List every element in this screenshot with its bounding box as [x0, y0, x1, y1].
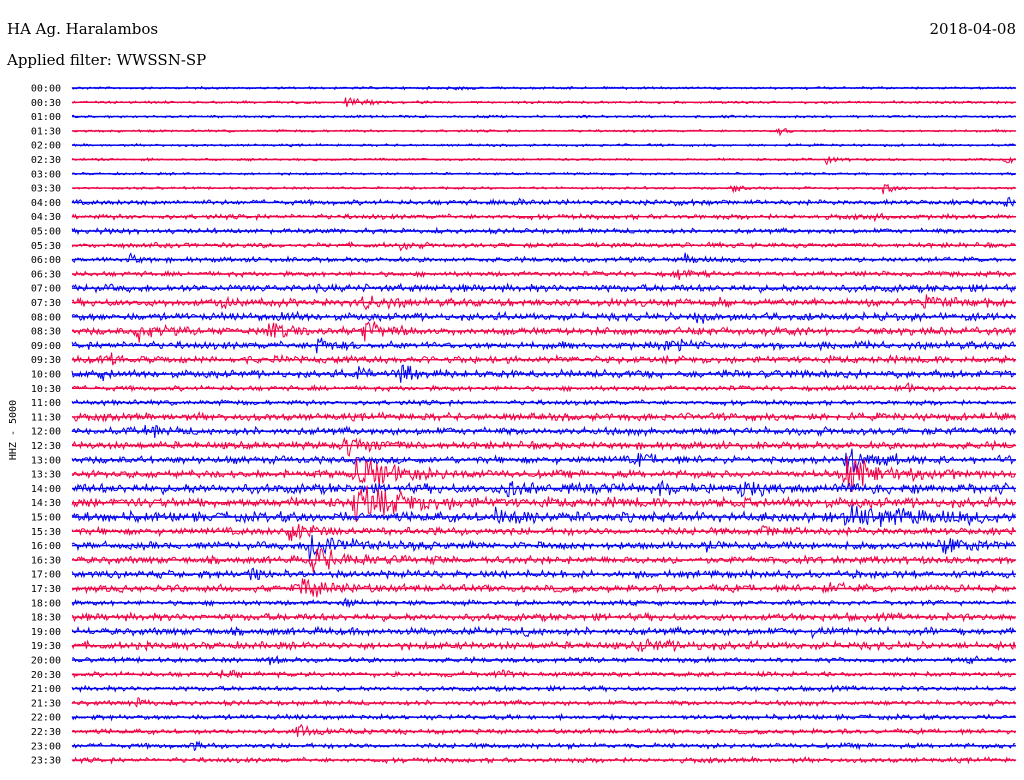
time-label: 03:30 — [31, 184, 61, 195]
time-label: 00:30 — [31, 98, 61, 109]
time-label: 17:00 — [31, 570, 61, 581]
time-label: 08:00 — [31, 312, 61, 323]
trace-line — [71, 485, 1016, 523]
trace-line — [71, 436, 1016, 457]
trace-line — [71, 625, 1016, 640]
time-label: 15:00 — [31, 513, 61, 524]
time-label: 18:30 — [31, 613, 61, 624]
time-label: 09:00 — [31, 341, 61, 352]
time-label: 10:30 — [31, 384, 61, 395]
trace-line — [71, 611, 1016, 623]
time-label: 13:30 — [31, 470, 61, 481]
time-label: 06:30 — [31, 269, 61, 280]
trace-line — [71, 337, 1016, 354]
record-date: 2018-04-08 — [929, 20, 1016, 38]
trace-line — [71, 156, 1016, 166]
channel-label: HHZ - 5000 — [8, 400, 19, 460]
time-label: 19:30 — [31, 641, 61, 652]
time-label: 17:30 — [31, 584, 61, 595]
time-label: 09:30 — [31, 355, 61, 366]
time-label: 14:00 — [31, 484, 61, 495]
trace-line — [71, 212, 1016, 223]
time-label: 04:30 — [31, 212, 61, 223]
time-label: 10:00 — [31, 370, 61, 381]
time-label: 22:00 — [31, 713, 61, 724]
time-label: 12:00 — [31, 427, 61, 438]
time-label: 16:30 — [31, 555, 61, 566]
trace-line — [71, 240, 1016, 252]
station-title: HA Ag. Haralambos — [7, 20, 159, 38]
time-label: 07:30 — [31, 298, 61, 309]
trace-line — [71, 252, 1016, 265]
time-label: 23:00 — [31, 741, 61, 752]
trace-line — [71, 183, 1016, 195]
time-label: 19:00 — [31, 627, 61, 638]
time-label: 01:00 — [31, 112, 61, 123]
time-label: 11:30 — [31, 412, 61, 423]
time-label: 21:00 — [31, 684, 61, 695]
filter-label: Applied filter: WWSSN-SP — [7, 51, 207, 69]
trace-line — [71, 382, 1016, 393]
trace-line — [71, 128, 1016, 137]
trace-line — [71, 696, 1016, 708]
trace-line — [71, 268, 1016, 280]
trace-line — [71, 310, 1016, 324]
trace-line — [71, 321, 1016, 343]
time-label: 23:30 — [31, 756, 61, 767]
time-label: 00:00 — [31, 84, 61, 95]
time-label: 01:30 — [31, 126, 61, 137]
time-label: 21:30 — [31, 698, 61, 709]
time-label: 04:00 — [31, 198, 61, 209]
time-label: 05:30 — [31, 241, 61, 252]
time-label: 06:00 — [31, 255, 61, 266]
trace-group — [71, 85, 1016, 765]
trace-line — [71, 294, 1016, 311]
time-labels: 00:00 00:30 01:00 01:30 02:00 02:30 03:00 03:30… — [31, 84, 61, 767]
trace-line — [71, 504, 1016, 527]
trace-line — [71, 352, 1016, 366]
time-label: 18:00 — [31, 598, 61, 609]
time-label: 03:00 — [31, 169, 61, 180]
time-label: 20:00 — [31, 656, 61, 667]
time-label: 22:30 — [31, 727, 61, 738]
time-label: 12:30 — [31, 441, 61, 452]
time-label: 02:00 — [31, 141, 61, 152]
trace-line — [71, 448, 1016, 475]
trace-line — [71, 723, 1016, 738]
time-label: 20:30 — [31, 670, 61, 681]
time-label: 13:00 — [31, 455, 61, 466]
time-label: 14:30 — [31, 498, 61, 509]
time-label: 07:00 — [31, 284, 61, 295]
time-label: 05:00 — [31, 227, 61, 238]
time-label: 11:00 — [31, 398, 61, 409]
trace-line — [71, 523, 1016, 541]
time-label: 16:00 — [31, 541, 61, 552]
trace-line — [71, 398, 1016, 408]
trace-line — [71, 638, 1016, 653]
time-label: 08:30 — [31, 327, 61, 338]
time-label: 15:30 — [31, 527, 61, 538]
time-label: 02:30 — [31, 155, 61, 166]
